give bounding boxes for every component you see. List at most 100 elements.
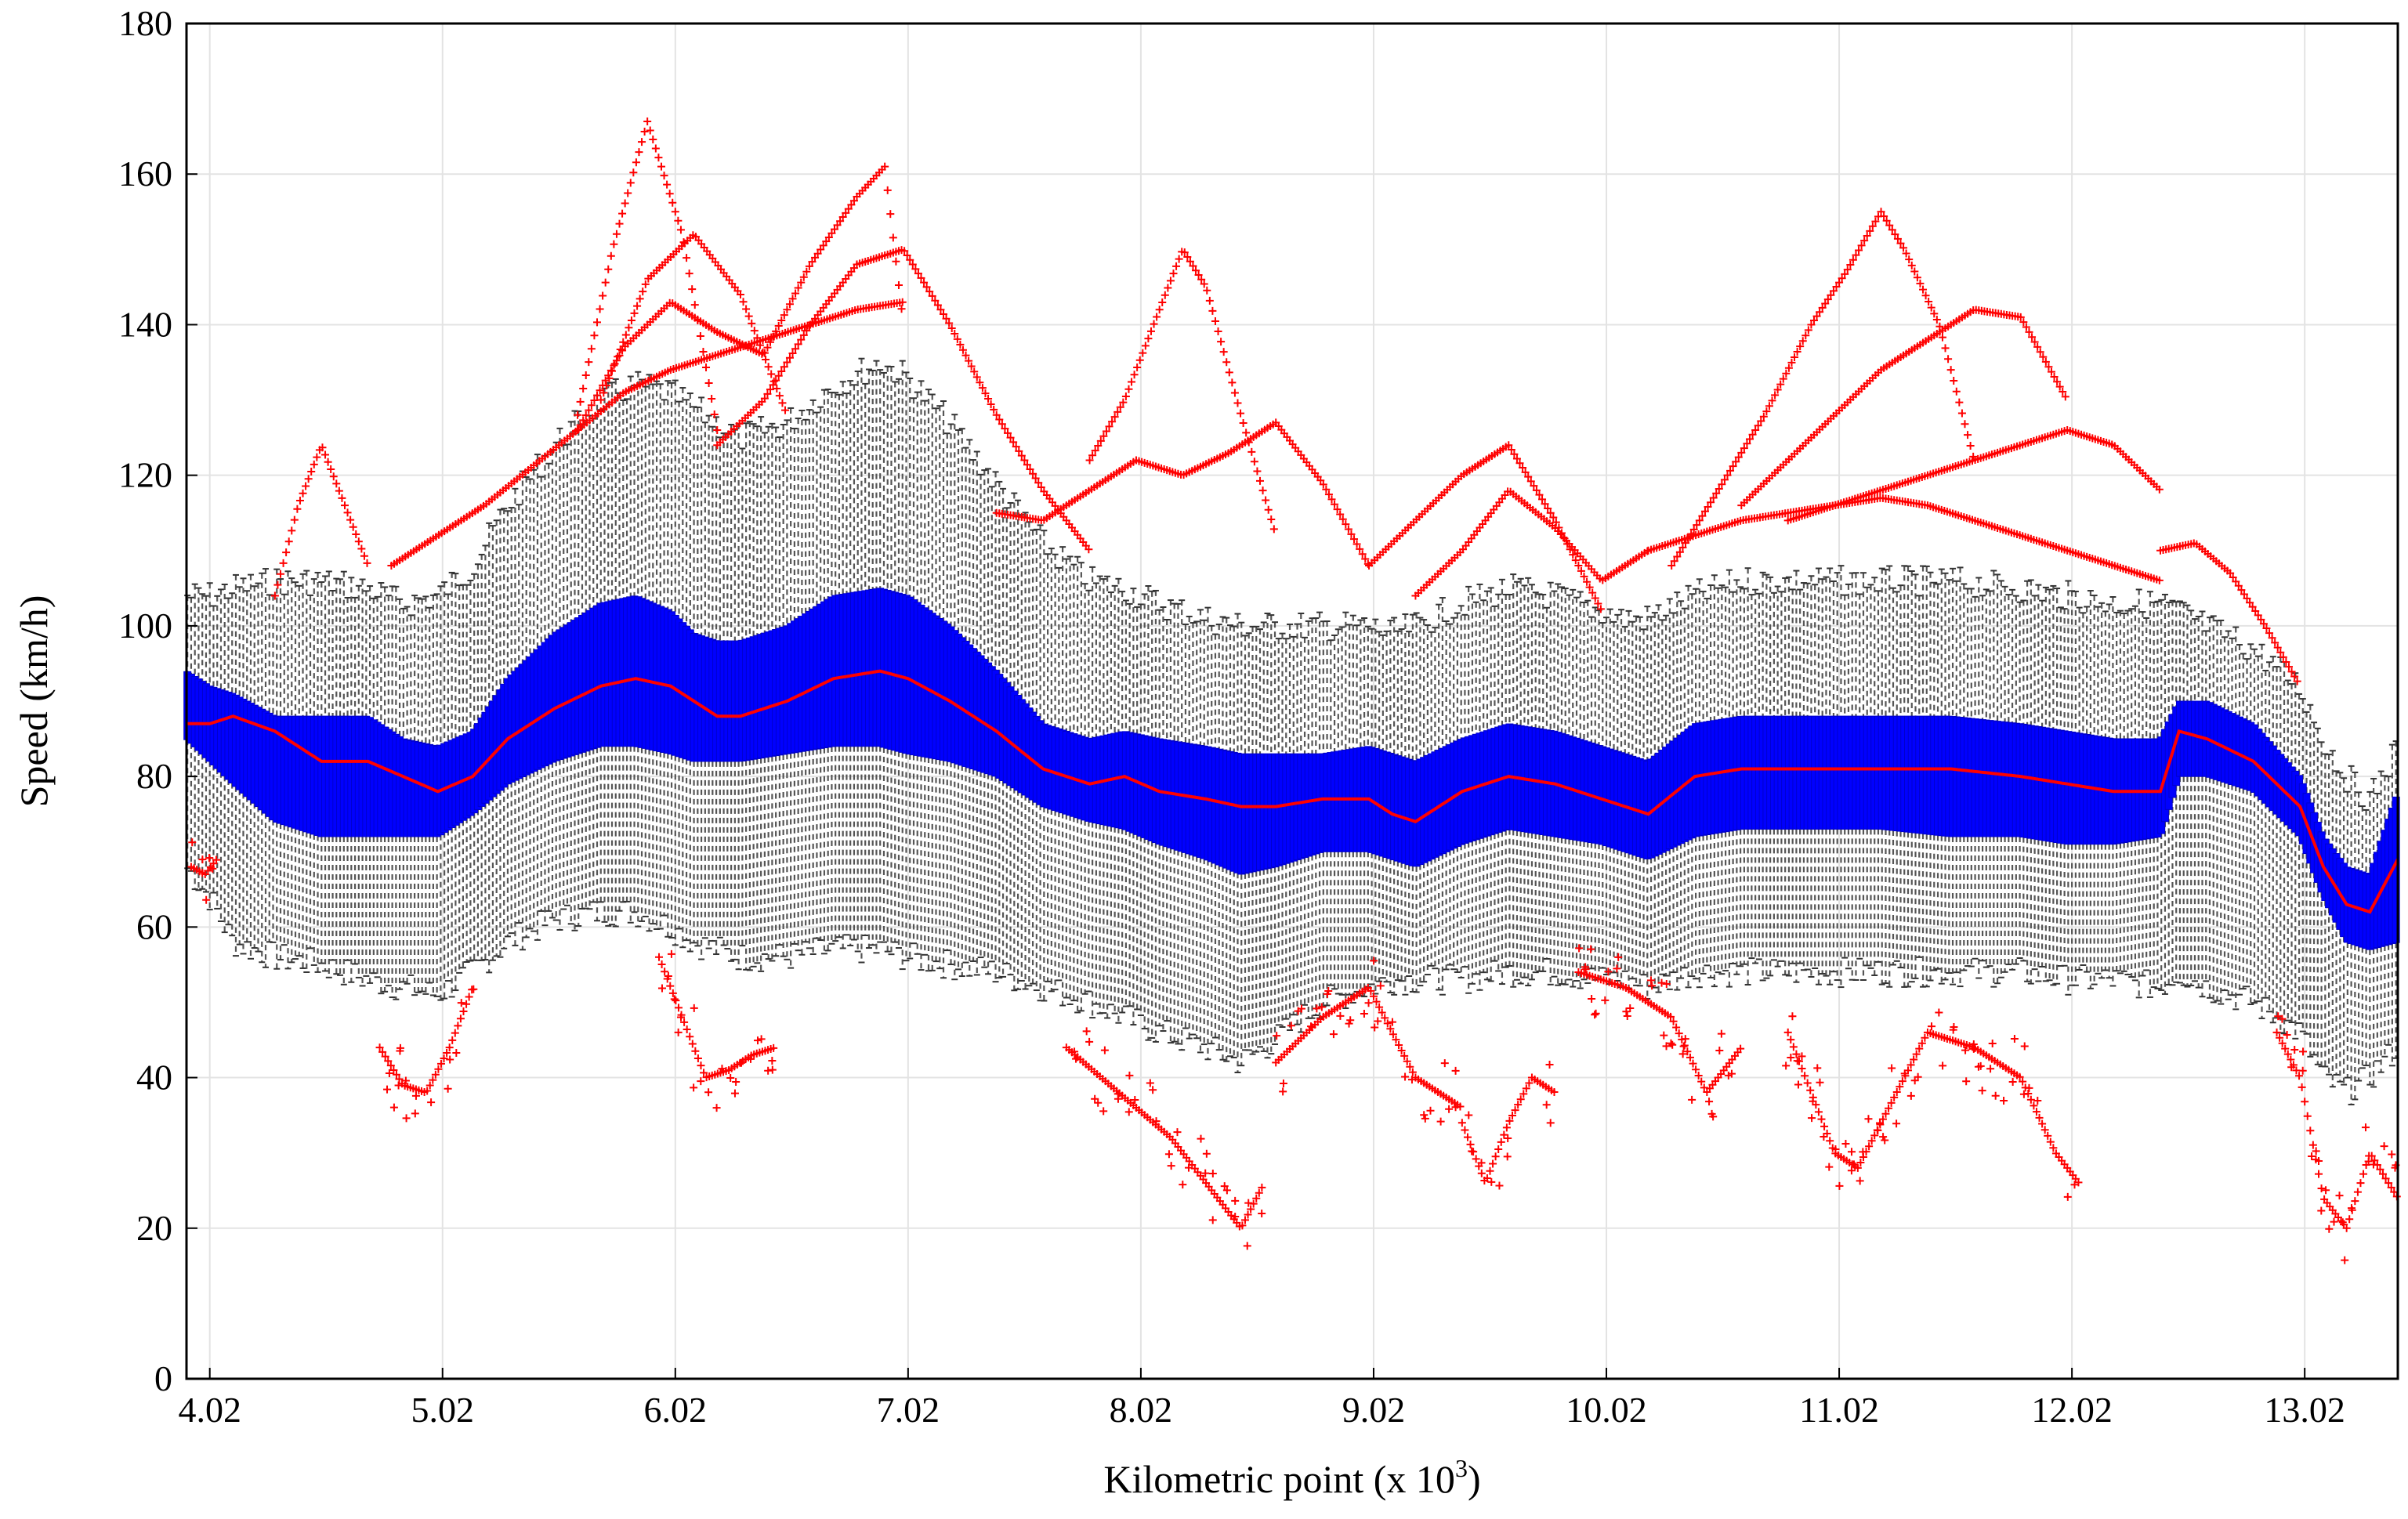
outlier-marker (970, 367, 979, 376)
outlier-marker (1521, 468, 1530, 476)
outlier-marker (764, 363, 773, 371)
outlier-marker (830, 225, 838, 233)
outlier-marker (1119, 398, 1128, 407)
outlier-marker (1327, 495, 1336, 504)
outlier-marker (579, 416, 588, 425)
outlier-marker (198, 855, 207, 864)
outlier-marker (1843, 266, 1852, 274)
outlier-marker (1596, 605, 1605, 613)
outlier-marker (1757, 417, 1765, 425)
outlier-marker (676, 1013, 685, 1022)
outlier-marker (2254, 611, 2262, 620)
outlier-marker (1700, 1083, 1708, 1092)
outlier-marker (773, 384, 781, 392)
outlier-marker (1152, 1117, 1161, 1126)
outlier-layer (186, 117, 2401, 1264)
outlier-marker (579, 384, 588, 392)
outlier-marker (1787, 358, 1796, 367)
outlier-marker (1678, 543, 1687, 552)
outlier-marker (945, 319, 954, 327)
outlier-marker (679, 238, 688, 247)
outlier-marker (1801, 331, 1810, 340)
outlier-marker (1667, 1039, 1675, 1047)
outlier-marker (633, 302, 642, 310)
outlier-marker (1457, 1119, 1466, 1127)
outlier-marker (1503, 1152, 1512, 1161)
outlier-marker (1256, 476, 1265, 485)
outlier-marker (797, 278, 806, 287)
outlier-marker (1252, 1194, 1261, 1203)
outlier-marker (443, 1049, 451, 1058)
outlier-marker (2047, 367, 2055, 376)
outlier-marker (288, 526, 296, 535)
outlier-marker (627, 316, 635, 325)
outlier-marker (1723, 471, 1732, 479)
outlier-marker (1581, 965, 1590, 974)
outlier-marker (712, 1104, 721, 1112)
outlier-marker (1893, 234, 1902, 243)
outlier-marker (1376, 982, 1385, 990)
outlier-marker (710, 410, 719, 419)
outlier-marker (425, 1081, 434, 1090)
outlier-marker (212, 855, 221, 864)
outlier-marker (395, 1075, 404, 1083)
outlier-marker (1709, 494, 1718, 502)
outlier-marker (1082, 1027, 1091, 1036)
outlier-marker (1511, 1106, 1519, 1115)
outlier-marker (1258, 486, 1267, 495)
outlier-marker (664, 971, 672, 980)
outlier-marker (440, 1054, 448, 1062)
outlier-marker (1591, 1011, 1599, 1019)
outlier-marker (1403, 1057, 1411, 1065)
outlier-marker (205, 854, 214, 863)
outlier-marker (621, 331, 630, 339)
outlier-marker (1149, 1086, 1157, 1094)
outlier-marker (1657, 978, 1666, 987)
outlier-marker (1287, 1022, 1295, 1030)
outlier-marker (702, 363, 711, 372)
outlier-marker (1408, 1068, 1417, 1076)
outlier-marker (1866, 226, 1874, 235)
outlier-marker (1683, 1047, 1692, 1056)
outlier-marker (1099, 1107, 1108, 1116)
outlier-marker (1489, 1159, 1497, 1168)
outlier-marker (1688, 1095, 1696, 1104)
outlier-marker (1754, 421, 1762, 430)
outlier-marker (1660, 1031, 1668, 1040)
outlier-marker (906, 255, 914, 264)
outlier-marker (1164, 1150, 1173, 1159)
outlier-marker (819, 241, 827, 250)
outlier-marker (1108, 418, 1117, 426)
outlier-marker (1944, 355, 1953, 363)
outlier-marker (1588, 588, 1597, 597)
outlier-marker (1037, 483, 1045, 492)
outlier-marker (1179, 1181, 1187, 1189)
outlier-marker (922, 283, 931, 291)
outlier-marker (1222, 358, 1231, 367)
outlier-marker (574, 410, 582, 419)
outlier-marker (1201, 1169, 1210, 1177)
outlier-marker (284, 537, 293, 546)
outlier-marker (1871, 217, 1880, 226)
outlier-marker (596, 305, 604, 313)
outlier-marker (2293, 677, 2301, 685)
outlier-marker (1472, 1155, 1480, 1163)
outlier-marker (763, 389, 772, 398)
outlier-marker (1085, 545, 1093, 554)
outlier-marker (1031, 474, 1040, 483)
outlier-marker (1322, 485, 1331, 494)
outlier-marker (1203, 286, 1211, 295)
outlier-marker (451, 1029, 459, 1037)
outlier-marker (1262, 496, 1270, 505)
outlier-marker (2022, 323, 2030, 331)
outlier-marker (663, 180, 672, 189)
outlier-marker (1546, 1119, 1555, 1127)
outlier-marker (956, 340, 965, 349)
outlier-marker (429, 1076, 437, 1084)
outlier-marker (1510, 450, 1519, 458)
outlier-marker (732, 1077, 741, 1086)
outlier-marker (1734, 453, 1743, 461)
outlier-marker (1838, 274, 1846, 283)
outlier-marker (457, 999, 465, 1007)
outlier-marker (889, 233, 897, 242)
